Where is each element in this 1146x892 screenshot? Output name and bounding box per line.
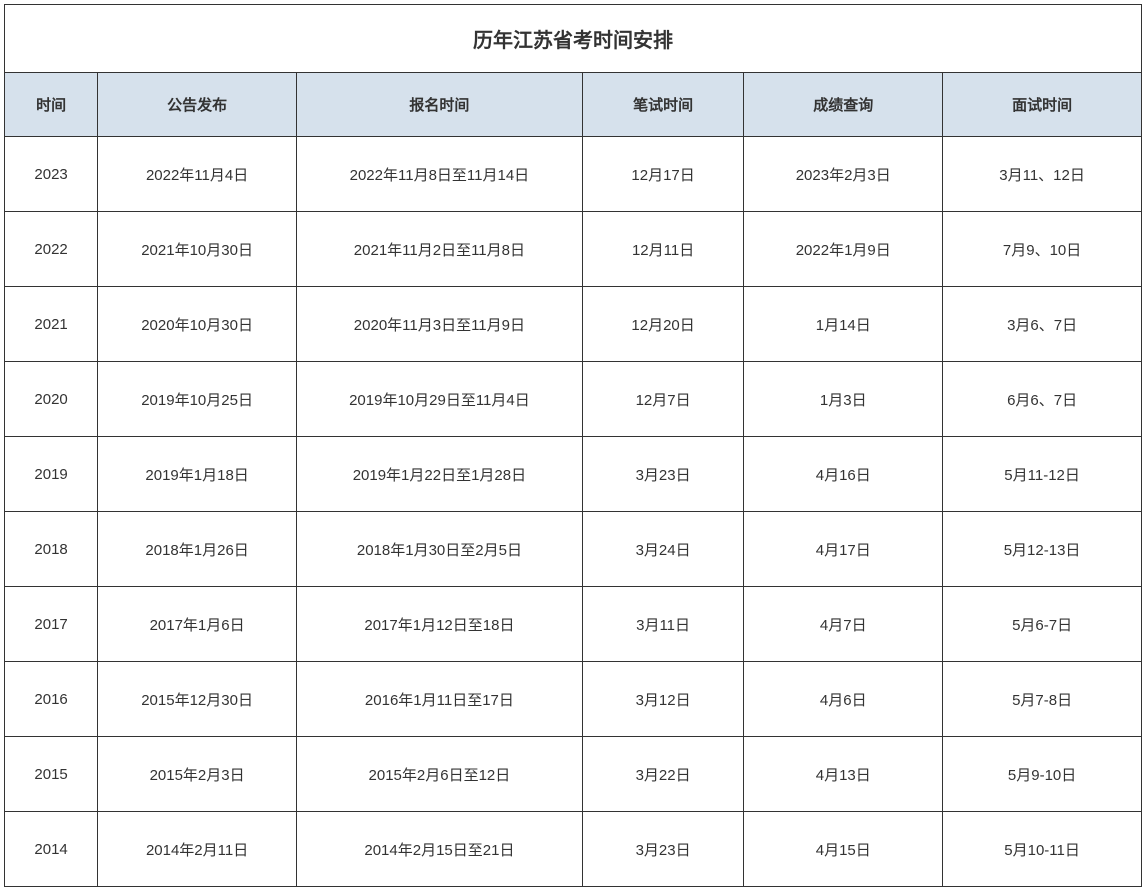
table-cell: 2020年10月30日 (98, 287, 297, 362)
table-row: 20212020年10月30日2020年11月3日至11月9日12月20日1月1… (5, 287, 1142, 362)
table-cell: 2014 (5, 812, 98, 887)
table-cell: 2018年1月26日 (98, 512, 297, 587)
table-cell: 2016年1月11日至17日 (297, 662, 583, 737)
table-cell: 2019 (5, 437, 98, 512)
table-cell: 2016 (5, 662, 98, 737)
table-row: 20192019年1月18日2019年1月22日至1月28日3月23日4月16日… (5, 437, 1142, 512)
table-cell: 2022年11月4日 (98, 137, 297, 212)
table-cell: 3月6、7日 (943, 287, 1142, 362)
table-cell: 2021 (5, 287, 98, 362)
table-cell: 7月9、10日 (943, 212, 1142, 287)
table-cell: 4月13日 (744, 737, 943, 812)
table-row: 20182018年1月26日2018年1月30日至2月5日3月24日4月17日5… (5, 512, 1142, 587)
header-row: 时间 公告发布 报名时间 笔试时间 成绩查询 面试时间 (5, 73, 1142, 137)
table-cell: 4月6日 (744, 662, 943, 737)
table-cell: 6月6、7日 (943, 362, 1142, 437)
table-cell: 2015 (5, 737, 98, 812)
table-cell: 2023 (5, 137, 98, 212)
column-header: 面试时间 (943, 73, 1142, 137)
table-cell: 12月7日 (582, 362, 744, 437)
table-cell: 2019年10月25日 (98, 362, 297, 437)
table-cell: 3月23日 (582, 437, 744, 512)
column-header: 笔试时间 (582, 73, 744, 137)
table-cell: 4月15日 (744, 812, 943, 887)
table-cell: 2018 (5, 512, 98, 587)
table-cell: 3月11日 (582, 587, 744, 662)
table-cell: 2017年1月6日 (98, 587, 297, 662)
table-cell: 12月20日 (582, 287, 744, 362)
table-cell: 5月10-11日 (943, 812, 1142, 887)
table-cell: 4月7日 (744, 587, 943, 662)
table-cell: 2019年1月18日 (98, 437, 297, 512)
table-cell: 2019年1月22日至1月28日 (297, 437, 583, 512)
table-cell: 5月12-13日 (943, 512, 1142, 587)
column-header: 公告发布 (98, 73, 297, 137)
table-cell: 5月7-8日 (943, 662, 1142, 737)
table-row: 20152015年2月3日2015年2月6日至12日3月22日4月13日5月9-… (5, 737, 1142, 812)
table-cell: 2019年10月29日至11月4日 (297, 362, 583, 437)
table-cell: 2015年12月30日 (98, 662, 297, 737)
table-cell: 3月11、12日 (943, 137, 1142, 212)
table-cell: 5月6-7日 (943, 587, 1142, 662)
table-cell: 5月11-12日 (943, 437, 1142, 512)
table-title: 历年江苏省考时间安排 (5, 5, 1142, 73)
table-cell: 2021年10月30日 (98, 212, 297, 287)
schedule-table: 历年江苏省考时间安排 时间 公告发布 报名时间 笔试时间 成绩查询 面试时间 2… (4, 4, 1142, 887)
table-cell: 2015年2月6日至12日 (297, 737, 583, 812)
table-cell: 2020 (5, 362, 98, 437)
table-cell: 1月3日 (744, 362, 943, 437)
column-header: 时间 (5, 73, 98, 137)
table-row: 20162015年12月30日2016年1月11日至17日3月12日4月6日5月… (5, 662, 1142, 737)
table-cell: 4月16日 (744, 437, 943, 512)
table-cell: 2014年2月15日至21日 (297, 812, 583, 887)
table-cell: 2022 (5, 212, 98, 287)
table-row: 20172017年1月6日2017年1月12日至18日3月11日4月7日5月6-… (5, 587, 1142, 662)
table-cell: 12月11日 (582, 212, 744, 287)
table-body: 20232022年11月4日2022年11月8日至11月14日12月17日202… (5, 137, 1142, 887)
table-cell: 5月9-10日 (943, 737, 1142, 812)
table-cell: 2022年11月8日至11月14日 (297, 137, 583, 212)
title-row: 历年江苏省考时间安排 (5, 5, 1142, 73)
table-cell: 3月22日 (582, 737, 744, 812)
table-cell: 2017 (5, 587, 98, 662)
table-cell: 2015年2月3日 (98, 737, 297, 812)
column-header: 报名时间 (297, 73, 583, 137)
table-cell: 12月17日 (582, 137, 744, 212)
table-cell: 2022年1月9日 (744, 212, 943, 287)
table-cell: 3月24日 (582, 512, 744, 587)
table-cell: 2021年11月2日至11月8日 (297, 212, 583, 287)
table-row: 20202019年10月25日2019年10月29日至11月4日12月7日1月3… (5, 362, 1142, 437)
table-cell: 2017年1月12日至18日 (297, 587, 583, 662)
table-row: 20232022年11月4日2022年11月8日至11月14日12月17日202… (5, 137, 1142, 212)
table-cell: 4月17日 (744, 512, 943, 587)
table-cell: 3月12日 (582, 662, 744, 737)
table-cell: 2014年2月11日 (98, 812, 297, 887)
table-row: 20142014年2月11日2014年2月15日至21日3月23日4月15日5月… (5, 812, 1142, 887)
table-cell: 2023年2月3日 (744, 137, 943, 212)
table-cell: 2020年11月3日至11月9日 (297, 287, 583, 362)
table-cell: 1月14日 (744, 287, 943, 362)
table-cell: 2018年1月30日至2月5日 (297, 512, 583, 587)
column-header: 成绩查询 (744, 73, 943, 137)
table-row: 20222021年10月30日2021年11月2日至11月8日12月11日202… (5, 212, 1142, 287)
table-cell: 3月23日 (582, 812, 744, 887)
